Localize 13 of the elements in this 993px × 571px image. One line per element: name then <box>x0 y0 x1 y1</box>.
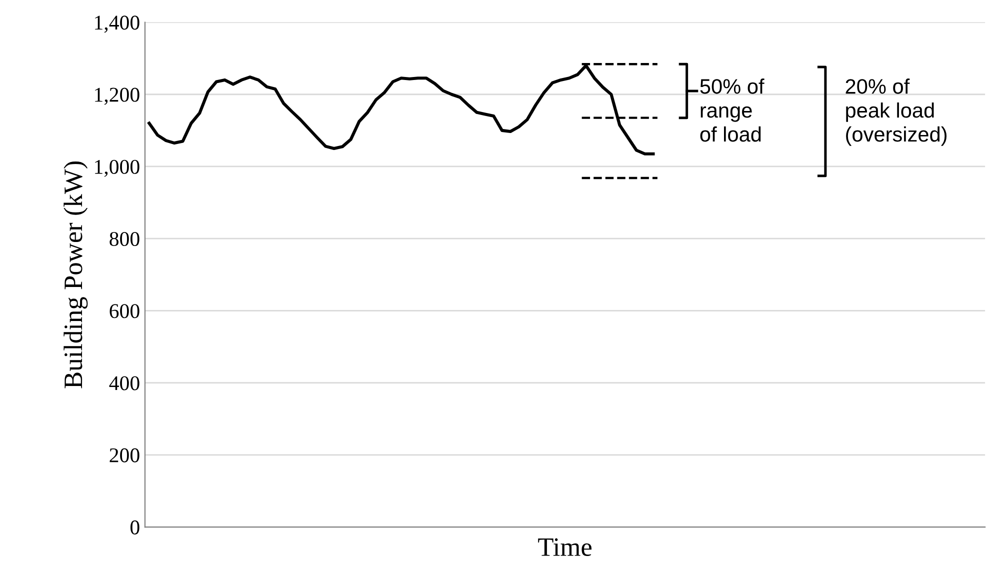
y-tick-label: 1,400 <box>95 16 140 33</box>
y-tick-label: 600 <box>110 304 140 318</box>
y-tick-label: 200 <box>110 448 140 462</box>
y-tick-label: 1,000 <box>95 160 140 177</box>
y-tick-label: 1,200 <box>95 88 140 105</box>
y-tick-label: 0 <box>130 520 140 534</box>
x-axis-title: Time <box>538 538 592 556</box>
annotation: 20% of peak load (oversized) <box>846 78 947 146</box>
y-tick-label: 400 <box>109 376 140 390</box>
y-axis-title: Building Power (kW) <box>64 161 88 388</box>
y-tick-label: 800 <box>110 232 140 246</box>
line-series <box>148 64 655 156</box>
annotation: 50% of range of load <box>700 78 764 142</box>
